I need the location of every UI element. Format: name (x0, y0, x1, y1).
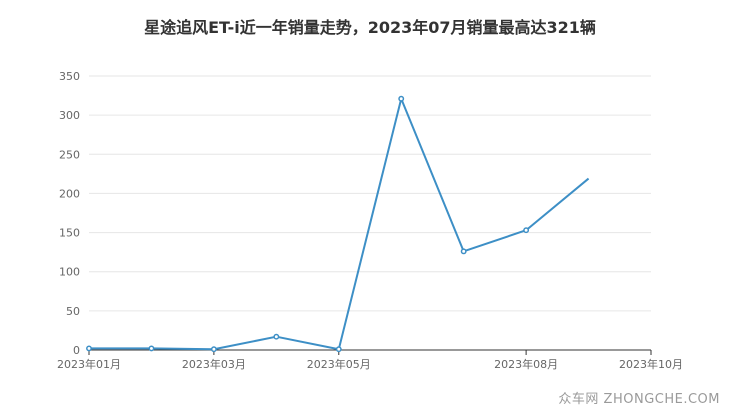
y-tick-label-150: 150 (59, 227, 80, 240)
x-tick-label: 2023年10月 (619, 357, 683, 371)
y-tick-label-50: 50 (66, 305, 80, 318)
y-tick-label-250: 250 (59, 148, 80, 161)
x-axis: 2023年01月 2023年03月 2023年05月 2023年08月 2023年10月 (57, 349, 683, 371)
x-tick-label: 2023年03月 (182, 357, 246, 371)
chart-title: 星途追风ET-i近一年销量走势，2023年07月销量最高达321辆 (144, 18, 596, 37)
data-point[interactable] (398, 95, 405, 102)
y-tick-label-100: 100 (59, 266, 80, 279)
y-tick-label-200: 200 (59, 187, 80, 200)
watermark-text: 众车网 ZHONGCHE.COM (558, 392, 720, 407)
series-group (86, 95, 590, 353)
y-tick-label-0: 0 (73, 344, 80, 357)
y-tick-label-300: 300 (59, 109, 80, 122)
x-tick-label: 2023年05月 (307, 357, 371, 371)
x-tick-label: 2023年08月 (494, 357, 558, 371)
data-point[interactable] (273, 333, 280, 340)
data-point[interactable] (210, 346, 217, 353)
y-axis-ticks: 0 50 100 150 200 250 300 350 (59, 70, 80, 357)
grid-lines (89, 75, 651, 312)
data-point[interactable] (86, 345, 92, 352)
data-point[interactable] (335, 346, 342, 353)
x-tick-label: 2023年01月 (57, 357, 121, 371)
data-point[interactable] (523, 227, 530, 234)
series-line (89, 97, 590, 351)
data-point[interactable] (148, 345, 155, 352)
y-tick-label-350: 350 (59, 70, 80, 83)
data-point[interactable] (460, 248, 467, 255)
